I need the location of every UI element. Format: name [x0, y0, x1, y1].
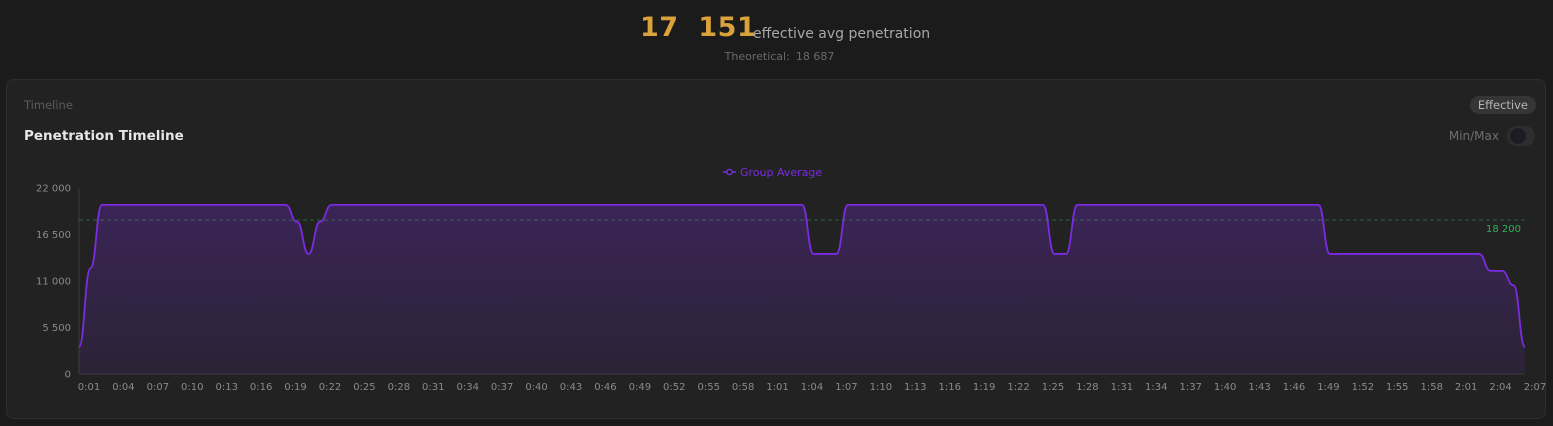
x-tick-label: 2:07 [1524, 382, 1546, 393]
x-tick-label: 1:46 [1283, 382, 1305, 393]
x-tick-label: 0:49 [629, 382, 651, 393]
x-tick-label: 1:16 [938, 382, 960, 393]
x-tick-label: 1:43 [1248, 382, 1270, 393]
y-tick-label: 0 [65, 370, 71, 381]
x-tick-label: 1:19 [973, 382, 995, 393]
chart-title: Penetration Timeline [24, 128, 184, 144]
x-tick-label: 0:52 [663, 382, 685, 393]
x-tick-label: 2:04 [1489, 382, 1511, 393]
y-tick-label: 22 000 [36, 184, 71, 195]
x-tick-label: 0:34 [456, 382, 478, 393]
x-tick-label: 1:40 [1214, 382, 1236, 393]
x-tick-label: 1:31 [1111, 382, 1133, 393]
x-tick-label: 1:58 [1420, 382, 1442, 393]
x-tick-label: 0:19 [284, 382, 306, 393]
x-tick-label: 0:01 [78, 382, 100, 393]
theoretical-label: Theoretical: [724, 50, 790, 63]
legend-label: Group Average [740, 166, 822, 179]
minmax-toggle[interactable] [1507, 126, 1535, 146]
x-tick-label: 0:13 [215, 382, 237, 393]
x-tick-label: 0:43 [560, 382, 582, 393]
x-tick-label: 1:13 [904, 382, 926, 393]
theoretical-value: 18 687 [795, 50, 835, 63]
x-tick-label: 0:31 [422, 382, 444, 393]
series-area-0 [79, 204, 1525, 374]
x-tick-label: 2:01 [1455, 382, 1477, 393]
series-line-0 [78, 204, 1526, 348]
x-tick-label: 0:37 [491, 382, 513, 393]
toggle-knob [1510, 128, 1526, 144]
x-tick-label: 0:16 [250, 382, 272, 393]
theoretical-line: Theoretical: 18 687 [0, 50, 1553, 63]
y-tick-label: 16 500 [36, 230, 71, 241]
y-tick-label: 11 000 [36, 277, 71, 288]
legend-marker-dot [726, 168, 733, 176]
x-tick-label: 0:07 [147, 382, 169, 393]
x-tick-label: 1:22 [1007, 382, 1029, 393]
x-tick-label: 1:34 [1145, 382, 1167, 393]
effective-avg-value: 17 151 [640, 12, 757, 43]
effective-avg-caption: effective avg penetration [753, 26, 931, 42]
reference-line-label: 18 200 [1486, 224, 1521, 235]
x-tick-label: 1:04 [801, 382, 823, 393]
x-tick-label: 0:40 [525, 382, 547, 393]
minmax-toggle-label: Min/Max [1448, 129, 1499, 143]
x-tick-label: 0:04 [112, 382, 134, 393]
x-tick-label: 1:07 [835, 382, 857, 393]
x-tick-label: 1:10 [870, 382, 892, 393]
x-tick-label: 0:55 [697, 382, 719, 393]
x-tick-label: 0:25 [353, 382, 375, 393]
x-tick-label: 1:55 [1386, 382, 1408, 393]
mode-badge[interactable]: Effective [1469, 96, 1536, 114]
x-tick-label: 0:10 [181, 382, 203, 393]
x-tick-label: 1:28 [1076, 382, 1098, 393]
section-label: Timeline [24, 98, 73, 112]
y-tick-label: 5 500 [42, 323, 71, 334]
summary-header: 17 151 effective avg penetration Theoret… [0, 0, 1553, 78]
x-tick-label: 1:25 [1042, 382, 1064, 393]
x-tick-label: 1:52 [1352, 382, 1374, 393]
x-tick-label: 1:01 [766, 382, 788, 393]
x-tick-label: 0:46 [594, 382, 616, 393]
x-tick-label: 0:28 [388, 382, 410, 393]
x-tick-label: 1:49 [1317, 382, 1339, 393]
x-tick-label: 0:22 [319, 382, 341, 393]
x-tick-label: 1:37 [1179, 382, 1201, 393]
x-tick-label: 0:58 [732, 382, 754, 393]
